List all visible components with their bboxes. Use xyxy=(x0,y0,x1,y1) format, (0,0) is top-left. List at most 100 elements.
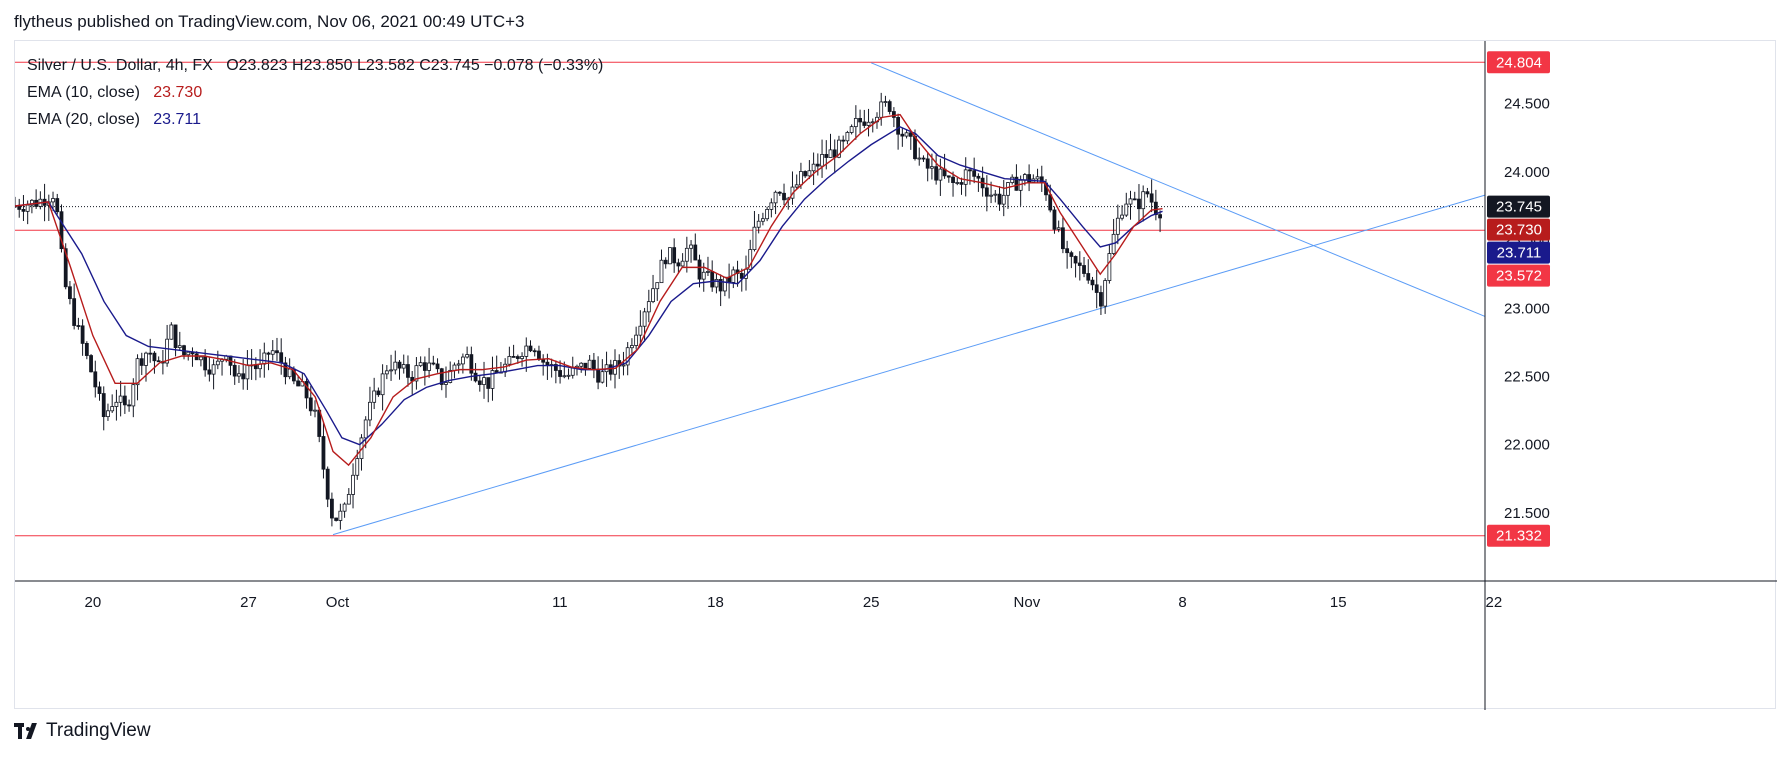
candle-body xyxy=(1149,193,1154,203)
price-tick-label: 22.500 xyxy=(1504,368,1550,385)
time-tick-label: 8 xyxy=(1178,594,1186,611)
candle-body xyxy=(722,276,727,292)
time-tick-label: 15 xyxy=(1330,594,1347,611)
candle-body xyxy=(490,370,495,389)
candle-body xyxy=(72,298,77,326)
candle-body xyxy=(308,397,313,412)
candle-body xyxy=(997,193,1002,205)
candle-body xyxy=(55,198,60,213)
candlestick-chart[interactable]: 21.50022.00022.50023.00023.50024.00024.5… xyxy=(15,41,1777,710)
candle-body xyxy=(444,382,448,385)
candle-body xyxy=(938,168,943,181)
candle-body xyxy=(811,163,816,172)
candle-body xyxy=(215,360,220,366)
candle-body xyxy=(777,191,782,194)
price-tick-label: 21.500 xyxy=(1504,505,1550,522)
price-labels-layer: 24.804 23.745 23.730 23.711 23.572 21.332 xyxy=(1487,51,1550,547)
candle-body xyxy=(17,205,22,210)
candle-body xyxy=(684,247,689,262)
candle-body xyxy=(515,356,520,359)
candle-body xyxy=(634,334,639,346)
candle-body xyxy=(891,111,896,118)
candle-body xyxy=(934,166,939,181)
candle-body xyxy=(380,373,385,396)
candle-body xyxy=(570,367,575,376)
ema10-row[interactable]: EMA (10, close) 23.730 xyxy=(27,79,603,106)
candle-body xyxy=(330,498,334,519)
candle-body xyxy=(1014,176,1019,191)
candle-body xyxy=(1124,203,1129,216)
candle-body xyxy=(21,209,26,212)
candle-body xyxy=(482,377,486,385)
candle-body xyxy=(879,101,884,118)
chart-panel[interactable]: 21.50022.00022.50023.00023.50024.00024.5… xyxy=(14,40,1777,710)
candle-body xyxy=(1137,198,1141,210)
chart-legend: Silver / U.S. Dollar, 4h, FX O23.823 H23… xyxy=(27,52,603,133)
candle-body xyxy=(600,371,605,383)
candle-body xyxy=(237,373,241,377)
candle-body xyxy=(883,101,888,103)
candle-body xyxy=(701,271,706,280)
candle-body xyxy=(532,350,537,353)
candle-body xyxy=(321,436,326,470)
candle-body xyxy=(693,244,698,261)
candle-body xyxy=(862,121,867,126)
candle-body xyxy=(177,345,182,348)
candle-body xyxy=(494,370,499,373)
candle-body xyxy=(448,369,453,383)
candle-body xyxy=(1128,198,1133,205)
candle-body xyxy=(460,356,465,365)
candle-body xyxy=(1082,265,1086,274)
candle-body xyxy=(25,204,30,212)
candle-body xyxy=(946,175,951,178)
candle-body xyxy=(566,374,571,377)
footer-brand[interactable]: TradingView xyxy=(14,720,151,742)
candle-body xyxy=(638,325,643,336)
candle-body xyxy=(283,362,288,378)
candle-body xyxy=(596,368,601,383)
candle-body xyxy=(858,117,862,123)
candle-body xyxy=(676,262,681,267)
candle-body xyxy=(591,359,596,370)
candle-body xyxy=(870,121,875,124)
candle-body xyxy=(930,166,934,169)
symbol-row: Silver / U.S. Dollar, 4h, FX O23.823 H23… xyxy=(27,52,603,79)
candle-body xyxy=(296,380,301,387)
candle-body xyxy=(262,352,267,365)
ema10-line xyxy=(15,113,1163,467)
candle-body xyxy=(30,199,34,206)
price-label-text: 23.730 xyxy=(1496,222,1542,239)
candle-body xyxy=(363,419,368,439)
candle-body xyxy=(232,364,237,377)
candle-body xyxy=(803,171,808,177)
candle-body xyxy=(689,244,693,249)
candle-body xyxy=(993,193,998,196)
candle-body xyxy=(1099,292,1103,307)
ema-layer xyxy=(15,113,1163,467)
candle-body xyxy=(651,288,655,303)
candle-body xyxy=(245,364,250,380)
candle-body xyxy=(587,359,592,369)
candle-body xyxy=(287,368,292,378)
candle-body xyxy=(900,133,905,137)
price-label-box xyxy=(1487,195,1550,218)
candle-body xyxy=(338,510,343,521)
horizontal-lines-layer xyxy=(15,61,1485,537)
candle-body xyxy=(118,395,123,403)
ema20-row[interactable]: EMA (20, close) 23.711 xyxy=(27,106,603,133)
candle-body xyxy=(718,279,723,292)
candle-body xyxy=(68,286,72,300)
candle-body xyxy=(435,363,440,370)
candle-body xyxy=(963,169,968,185)
candle-body xyxy=(355,458,360,476)
price-label-box xyxy=(1487,264,1550,287)
candle-body xyxy=(139,358,144,366)
candle-body xyxy=(241,373,246,380)
candle-body xyxy=(173,324,178,348)
candle-body xyxy=(1069,252,1074,257)
time-tick-label: 25 xyxy=(863,594,880,611)
candle-body xyxy=(659,259,664,284)
candle-body xyxy=(452,364,457,371)
ema10-label: EMA (10, close) xyxy=(27,84,140,101)
candle-body xyxy=(325,468,330,500)
